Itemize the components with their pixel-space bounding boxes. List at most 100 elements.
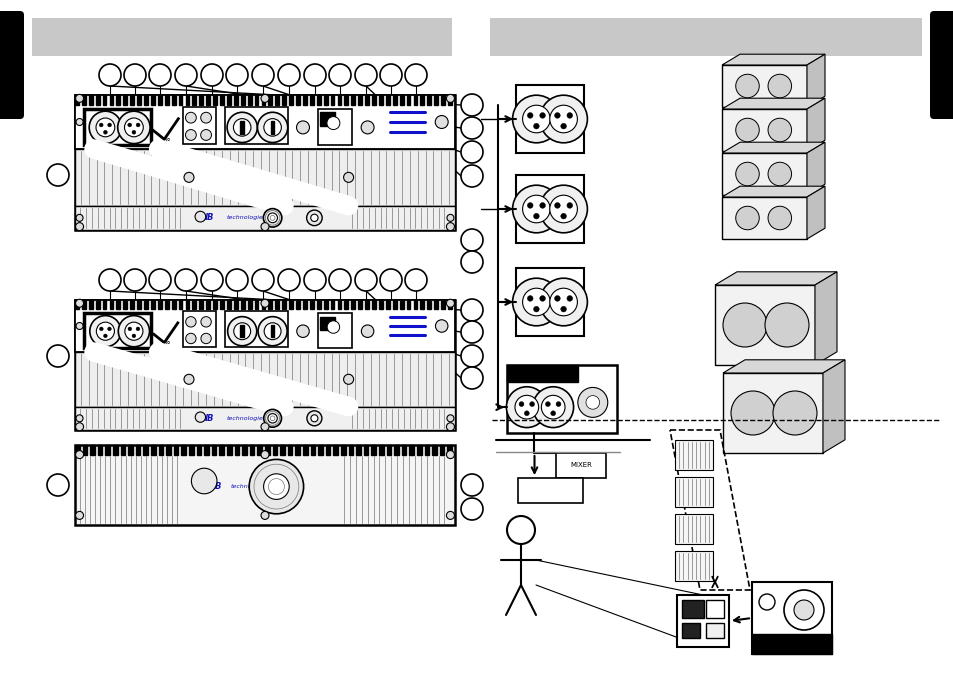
Bar <box>289 95 293 105</box>
Bar <box>199 300 203 309</box>
Circle shape <box>75 512 84 519</box>
Bar <box>233 300 237 309</box>
Circle shape <box>124 269 146 291</box>
Bar <box>399 95 403 105</box>
Bar <box>178 95 182 105</box>
Bar <box>406 300 410 309</box>
Bar <box>271 325 274 338</box>
Bar <box>721 153 806 195</box>
Bar <box>158 445 163 454</box>
Bar <box>721 109 806 151</box>
Circle shape <box>549 105 577 133</box>
Bar <box>193 95 196 105</box>
Circle shape <box>252 269 274 291</box>
Circle shape <box>539 95 587 143</box>
Circle shape <box>108 327 112 331</box>
Bar <box>705 623 723 638</box>
Bar <box>268 300 272 309</box>
Circle shape <box>201 64 223 86</box>
Circle shape <box>201 317 211 327</box>
Circle shape <box>132 130 135 134</box>
Circle shape <box>233 323 251 340</box>
Circle shape <box>257 317 287 346</box>
Circle shape <box>343 172 354 182</box>
Bar <box>158 300 162 309</box>
Bar <box>212 445 216 454</box>
Bar <box>89 300 92 309</box>
Bar <box>295 95 299 105</box>
Bar <box>318 109 352 145</box>
Bar <box>103 95 107 105</box>
Polygon shape <box>806 142 824 195</box>
Bar <box>320 317 335 329</box>
Bar <box>386 300 390 309</box>
Circle shape <box>764 303 808 347</box>
Circle shape <box>118 316 150 347</box>
Bar <box>151 300 154 309</box>
Circle shape <box>772 391 816 435</box>
Bar <box>751 582 831 654</box>
Circle shape <box>268 213 277 223</box>
Polygon shape <box>714 272 836 285</box>
Circle shape <box>522 288 550 316</box>
Bar <box>213 95 216 105</box>
Circle shape <box>759 594 774 610</box>
Bar <box>144 95 148 105</box>
Bar <box>378 445 383 454</box>
Bar <box>183 107 215 144</box>
Text: dB: dB <box>202 414 214 423</box>
Circle shape <box>355 64 376 86</box>
Bar <box>240 300 244 309</box>
Bar <box>165 95 169 105</box>
FancyBboxPatch shape <box>0 11 24 119</box>
Circle shape <box>96 118 114 137</box>
Circle shape <box>75 95 84 103</box>
Circle shape <box>556 402 560 406</box>
Circle shape <box>327 117 339 130</box>
Circle shape <box>99 327 103 331</box>
Circle shape <box>264 323 281 340</box>
Bar <box>75 445 455 525</box>
Circle shape <box>783 590 823 630</box>
Bar <box>227 300 231 309</box>
Circle shape <box>226 64 248 86</box>
Circle shape <box>75 423 84 431</box>
Circle shape <box>99 123 103 127</box>
Circle shape <box>460 474 482 496</box>
Circle shape <box>446 223 454 231</box>
Circle shape <box>545 402 550 406</box>
Circle shape <box>549 288 577 316</box>
Circle shape <box>529 402 534 406</box>
Bar <box>722 373 822 453</box>
Polygon shape <box>814 272 836 365</box>
Circle shape <box>174 269 196 291</box>
Bar <box>82 300 86 309</box>
Circle shape <box>735 74 759 98</box>
Circle shape <box>75 223 84 231</box>
Circle shape <box>132 334 135 338</box>
Circle shape <box>460 299 482 321</box>
Circle shape <box>117 111 150 144</box>
Bar <box>144 300 148 309</box>
Bar <box>365 300 369 309</box>
Bar <box>556 453 606 478</box>
Bar <box>261 300 265 309</box>
Circle shape <box>527 202 533 209</box>
Bar <box>213 300 216 309</box>
Bar <box>131 300 134 309</box>
Circle shape <box>329 269 351 291</box>
Circle shape <box>228 317 256 346</box>
Bar <box>416 445 421 454</box>
Circle shape <box>735 118 759 142</box>
Bar <box>393 95 396 105</box>
Circle shape <box>554 296 559 301</box>
Bar <box>225 107 288 144</box>
FancyBboxPatch shape <box>929 11 953 119</box>
Circle shape <box>460 229 482 251</box>
Circle shape <box>124 64 146 86</box>
Bar <box>172 95 175 105</box>
Bar <box>320 112 335 126</box>
Circle shape <box>195 412 205 423</box>
Bar <box>351 95 355 105</box>
Text: N°: N° <box>161 342 171 350</box>
